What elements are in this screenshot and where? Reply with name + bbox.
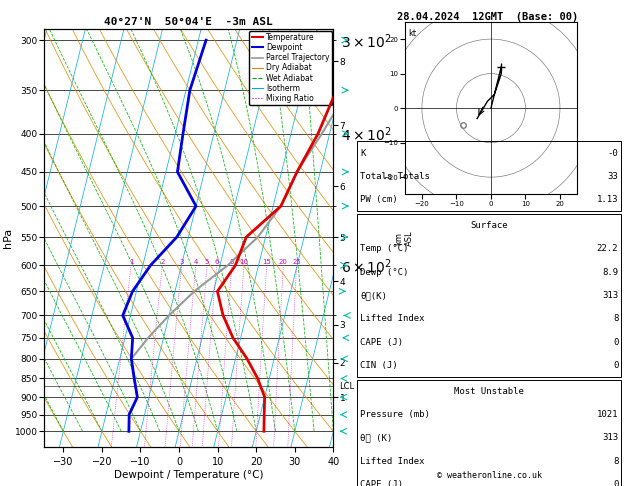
Text: © weatheronline.co.uk: © weatheronline.co.uk (437, 471, 542, 480)
Text: 10: 10 (240, 260, 248, 265)
Text: 1.13: 1.13 (597, 195, 618, 204)
Text: Pressure (mb): Pressure (mb) (360, 410, 430, 419)
Text: 5: 5 (205, 260, 209, 265)
Text: 313: 313 (602, 434, 618, 442)
Text: Temp (°C): Temp (°C) (360, 244, 409, 253)
Text: CAPE (J): CAPE (J) (360, 338, 403, 347)
Title: 40°27'N  50°04'E  -3m ASL: 40°27'N 50°04'E -3m ASL (104, 17, 273, 27)
Text: 313: 313 (602, 291, 618, 300)
Text: 1021: 1021 (597, 410, 618, 419)
Text: -0: -0 (608, 149, 618, 157)
Text: 8: 8 (613, 457, 618, 466)
Text: 6: 6 (214, 260, 219, 265)
Y-axis label: km
ASL: km ASL (394, 230, 414, 246)
Text: kt: kt (408, 29, 416, 38)
Text: LCL: LCL (339, 382, 354, 391)
Y-axis label: hPa: hPa (3, 228, 13, 248)
X-axis label: Dewpoint / Temperature (°C): Dewpoint / Temperature (°C) (114, 469, 264, 480)
Text: 20: 20 (279, 260, 288, 265)
Text: 0: 0 (613, 338, 618, 347)
Text: PW (cm): PW (cm) (360, 195, 398, 204)
Text: 1: 1 (129, 260, 133, 265)
Text: CAPE (J): CAPE (J) (360, 480, 403, 486)
Text: CIN (J): CIN (J) (360, 361, 398, 370)
Text: 22.2: 22.2 (597, 244, 618, 253)
Text: 8: 8 (613, 314, 618, 323)
Text: 8.9: 8.9 (602, 268, 618, 277)
Text: 4: 4 (194, 260, 198, 265)
Text: 2: 2 (160, 260, 164, 265)
Text: 3: 3 (179, 260, 184, 265)
Text: 33: 33 (608, 172, 618, 181)
Text: 0: 0 (613, 361, 618, 370)
Text: Totals Totals: Totals Totals (360, 172, 430, 181)
Text: 8: 8 (230, 260, 234, 265)
Text: 0: 0 (613, 480, 618, 486)
Text: Lifted Index: Lifted Index (360, 457, 425, 466)
Text: θᴇ (K): θᴇ (K) (360, 434, 392, 442)
Text: 25: 25 (292, 260, 301, 265)
Text: Lifted Index: Lifted Index (360, 314, 425, 323)
Text: θᴇ(K): θᴇ(K) (360, 291, 387, 300)
Text: Most Unstable: Most Unstable (454, 387, 525, 396)
Text: Dewp (°C): Dewp (°C) (360, 268, 409, 277)
Text: 28.04.2024  12GMT  (Base: 00): 28.04.2024 12GMT (Base: 00) (397, 12, 579, 22)
Text: 15: 15 (262, 260, 271, 265)
Legend: Temperature, Dewpoint, Parcel Trajectory, Dry Adiabat, Wet Adiabat, Isotherm, Mi: Temperature, Dewpoint, Parcel Trajectory… (249, 31, 332, 105)
Text: Surface: Surface (470, 221, 508, 230)
Text: K: K (360, 149, 366, 157)
